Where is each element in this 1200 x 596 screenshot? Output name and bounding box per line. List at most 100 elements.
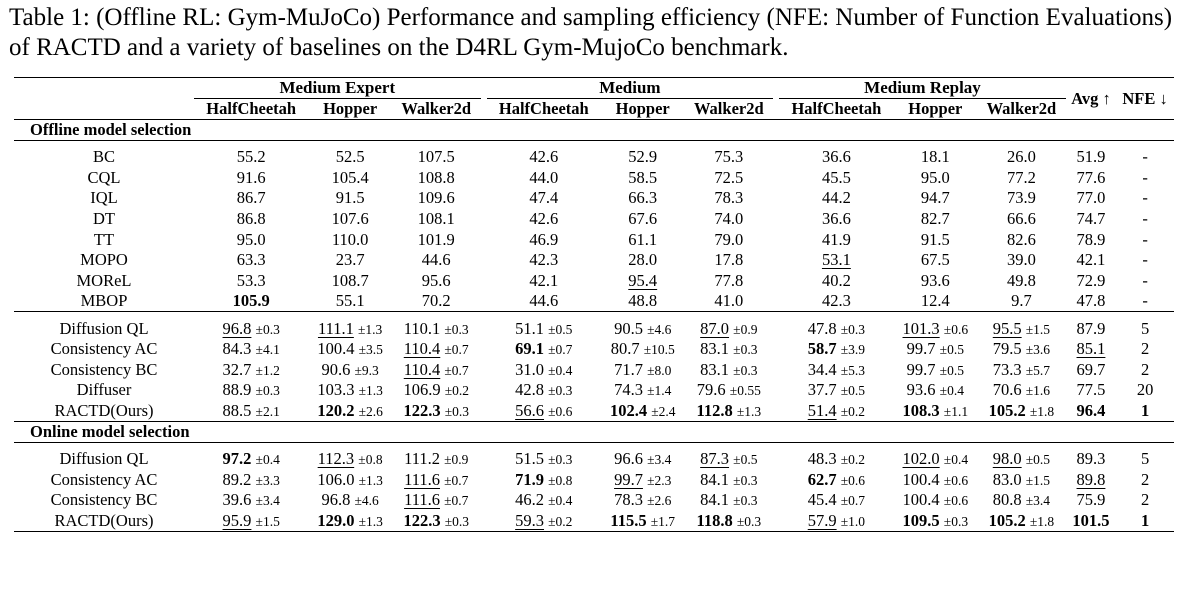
- env-header: HalfCheetah: [791, 99, 882, 118]
- cell-value: 56.6: [515, 400, 545, 420]
- cell-std: ±0.3: [736, 513, 762, 529]
- cell-value: 105.4: [331, 167, 369, 187]
- cell-value: 36.6: [821, 147, 851, 167]
- cell-std: ±0.3: [255, 321, 280, 337]
- cell-std: ±2.3: [647, 472, 672, 488]
- value-cell: 78.9: [1066, 229, 1116, 250]
- value-cell: 108.1: [392, 209, 481, 230]
- cell-value: 95.4: [628, 270, 658, 290]
- cell-value: 108.7: [331, 270, 369, 290]
- nfe-value: 5: [1140, 318, 1150, 338]
- value-cell: 110.0: [308, 229, 391, 250]
- cell-value: 77.2: [1006, 167, 1036, 187]
- cell-value: 42.6: [529, 147, 559, 167]
- cell-std: ±0.3: [943, 513, 969, 529]
- value-cell: 42.6: [487, 209, 601, 230]
- cell-value: 45.4: [807, 490, 837, 510]
- cell-value: 120.2: [317, 400, 355, 420]
- table-row: Consistency AC 89.2 ±3.3 106.0 ±1.3 111.6 ±…: [14, 469, 1174, 490]
- cell-value: 78.9: [1076, 229, 1106, 249]
- cell-value: 48.3: [807, 449, 837, 469]
- value-cell: 71.7 ±8.0: [601, 359, 684, 380]
- cell-value: 53.1: [821, 250, 851, 270]
- cell-value: 45.5: [821, 167, 851, 187]
- value-cell: 44.6: [487, 291, 601, 312]
- cell-std: ±0.5: [939, 362, 964, 378]
- method-name: IQL: [90, 188, 118, 208]
- cell-value: 55.2: [236, 147, 266, 167]
- cell-std: ±1.8: [1029, 513, 1055, 529]
- cell-value: 46.2: [515, 490, 545, 510]
- value-cell: 41.9: [779, 229, 893, 250]
- value-cell: 63.3: [194, 250, 308, 271]
- cell-value: 103.3: [317, 380, 355, 400]
- value-cell: 96.8 ±4.6: [308, 490, 391, 511]
- cell-value: 99.7: [614, 469, 643, 489]
- value-cell: 103.3 ±1.3: [308, 380, 391, 401]
- value-cell: 88.9 ±0.3: [194, 380, 308, 401]
- cell-value: 9.7: [1011, 291, 1032, 311]
- cell-value: 101.9: [417, 229, 455, 249]
- cell-value: 105.2: [988, 510, 1026, 530]
- value-cell: 108.8: [392, 168, 481, 189]
- cell-value: 110.4: [403, 339, 441, 359]
- value-cell: 122.3 ±0.3: [392, 401, 481, 422]
- cell-value: 51.9: [1076, 147, 1106, 167]
- cell-std: ±1.2: [255, 362, 280, 378]
- cell-value: 87.3: [700, 449, 730, 469]
- value-cell: 86.8: [194, 209, 308, 230]
- cell-std: ±3.4: [1025, 493, 1051, 509]
- cell-std: ±0.4: [548, 493, 573, 509]
- cell-std: ±0.3: [733, 472, 758, 488]
- cell-std: ±0.6: [943, 493, 969, 509]
- cell-value: 100.4: [902, 469, 940, 489]
- cell-value: 111.6: [404, 490, 440, 510]
- cell-std: ±0.5: [733, 452, 758, 468]
- cell-value: 93.6: [920, 270, 950, 290]
- value-cell: 84.1 ±0.3: [684, 490, 773, 511]
- cell-value: 51.5: [515, 449, 545, 469]
- value-cell: 70.2: [392, 291, 481, 312]
- cell-std: ±0.3: [444, 403, 469, 419]
- value-cell: 83.0 ±1.5: [977, 469, 1066, 490]
- value-cell: 61.1: [601, 229, 684, 250]
- cell-std: ±1.3: [358, 513, 383, 529]
- cell-std: ±0.8: [548, 472, 573, 488]
- value-cell: 34.4 ±5.3: [779, 359, 893, 380]
- cell-value: 83.0: [992, 469, 1022, 489]
- value-cell: 66.6: [977, 209, 1066, 230]
- cell-value: 71.9: [515, 469, 545, 489]
- value-cell: 45.5: [779, 168, 893, 189]
- value-cell: 96.6 ±3.4: [601, 449, 684, 470]
- cell-std: ±0.5: [548, 321, 573, 337]
- cell-std: ±1.0: [840, 513, 866, 529]
- cell-std: ±1.3: [358, 383, 383, 399]
- cell-value: 71.7: [614, 359, 643, 379]
- cell-value: 72.9: [1076, 270, 1106, 290]
- value-cell: 82.7: [894, 209, 977, 230]
- value-cell: 78.3: [684, 188, 773, 209]
- cell-value: 111.2: [404, 449, 440, 469]
- cell-std: ±0.7: [444, 342, 469, 358]
- cell-std: ±0.6: [548, 403, 573, 419]
- cell-value: 90.6: [321, 359, 351, 379]
- cell-value: 101.3: [902, 318, 940, 338]
- value-cell: 47.4: [487, 188, 601, 209]
- cell-value: 83.1: [700, 359, 730, 379]
- cell-std: ±0.55: [729, 383, 761, 399]
- cell-value: 67.5: [920, 250, 950, 270]
- value-cell: 99.7 ±0.5: [894, 359, 977, 380]
- cell-value: 91.6: [236, 167, 266, 187]
- value-cell: 44.6: [392, 250, 481, 271]
- value-cell: 99.7 ±2.3: [601, 469, 684, 490]
- value-cell: 55.2: [194, 147, 308, 168]
- cell-std: ±4.6: [354, 493, 379, 509]
- value-cell: 100.4 ±0.6: [894, 469, 977, 490]
- cell-value: 112.8: [696, 400, 733, 420]
- cell-std: ±0.3: [444, 321, 469, 337]
- env-header: Hopper: [615, 99, 670, 118]
- value-cell: 100.4 ±0.6: [894, 490, 977, 511]
- cell-value: 46.9: [529, 229, 559, 249]
- value-cell: 49.8: [977, 271, 1066, 292]
- value-cell: 84.3 ±4.1: [194, 339, 308, 360]
